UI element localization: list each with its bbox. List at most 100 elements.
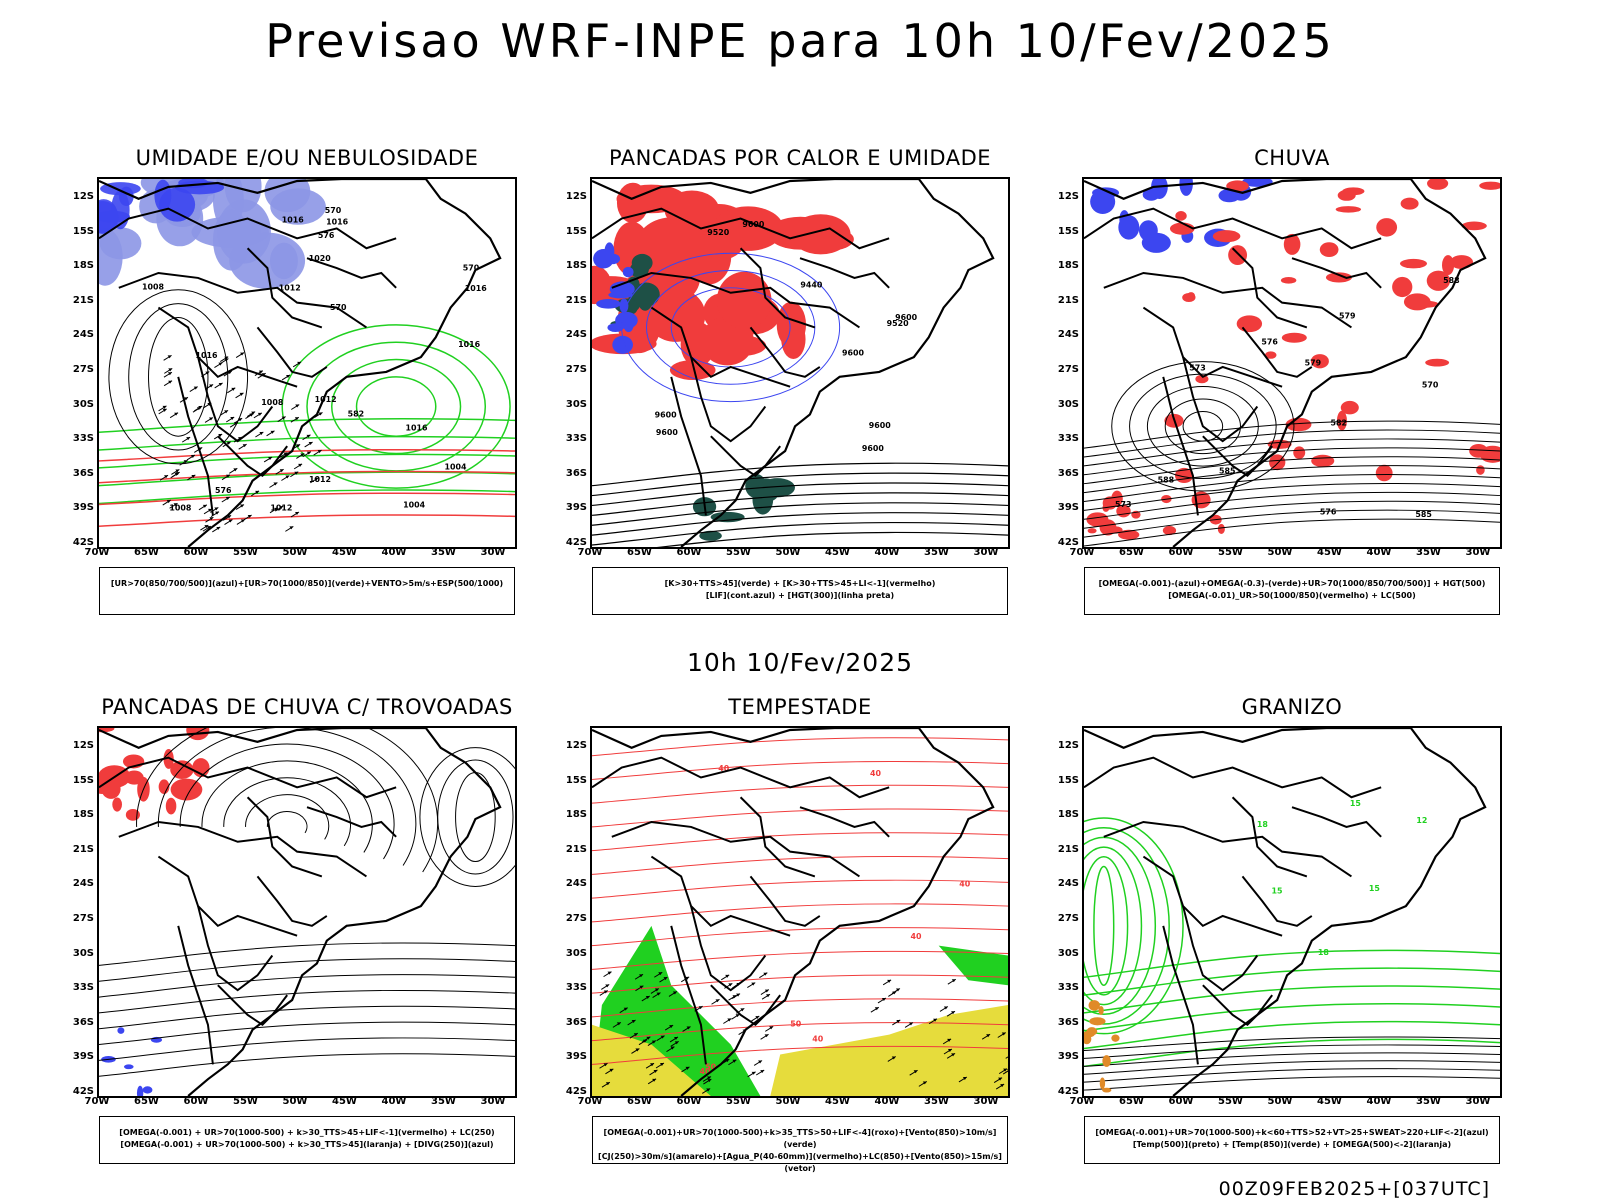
- y-tick-label: 27S: [1057, 364, 1079, 375]
- map-tempestade: 40 40 50 40 40 50 40 40: [590, 726, 1010, 1098]
- x-tick-label: 65W: [1119, 547, 1144, 558]
- border-line: [1241, 326, 1313, 378]
- contour-label: 1016: [458, 340, 481, 349]
- contour-label: 9600: [655, 410, 678, 419]
- x-tick-label: 45W: [1317, 547, 1342, 558]
- border-line: [739, 247, 816, 329]
- x-tick-label: 40W: [874, 547, 900, 558]
- contour-label: 1012: [270, 504, 292, 513]
- y-tick-label: 39S: [1057, 1051, 1079, 1063]
- contour-label: 9600: [656, 428, 679, 437]
- border-line: [1084, 756, 1382, 799]
- map-plot-trovoadas: [99, 728, 515, 1096]
- border-line: [177, 925, 214, 1065]
- y-tick-label: 39S: [565, 502, 587, 514]
- x-tick-label: 40W: [874, 1096, 900, 1107]
- contour-label: 576: [1261, 338, 1278, 347]
- contour-label: 576: [1320, 508, 1337, 517]
- y-tick-label: 15S: [565, 774, 587, 786]
- contour-label: 1016: [465, 284, 488, 293]
- x-tick-label: 40W: [1366, 1096, 1392, 1107]
- y-tick-label: 12S: [565, 740, 587, 751]
- border-line: [799, 257, 890, 289]
- model-run-label: 00Z09FEB2025+[037UTC]: [1218, 1178, 1490, 1200]
- y-tick-label: 30S: [72, 398, 94, 410]
- contour-label: 576: [215, 486, 232, 495]
- y-tick-label: 24S: [1057, 878, 1079, 890]
- border-line: [1142, 855, 1283, 937]
- border-line: [799, 806, 890, 838]
- y-tick-label: 21S: [72, 294, 94, 306]
- contour-label: 570: [325, 206, 342, 215]
- contour-label: 18: [1318, 948, 1330, 957]
- border-line: [118, 271, 367, 329]
- legend-line: [OMEGA(-0.001)+UR>70(1000-500)+k<60+TTS>…: [1095, 1128, 1489, 1137]
- x-tick-label: 50W: [282, 547, 308, 558]
- x-tick-label: 70W: [84, 1096, 110, 1107]
- y-tick-label: 42S: [72, 1086, 94, 1097]
- panel-title-umidade: UMIDADE E/OU NEBULOSIDADE: [135, 146, 479, 170]
- y-tick-label: 21S: [565, 843, 587, 855]
- y-tick-label: 33S: [1057, 982, 1079, 994]
- map-chuva: 588 588 585 585 582 579 576 573 570 579 576 573: [1082, 177, 1502, 549]
- x-tick-label: 60W: [1168, 1096, 1194, 1107]
- y-tick-label: 27S: [565, 364, 587, 375]
- x-tick-label: 55W: [726, 547, 751, 558]
- y-tick-label: 39S: [72, 1051, 94, 1063]
- border-line: [157, 855, 298, 937]
- legend-line: [LIF](cont.azul) + [HGT(300)](linha pret…: [705, 591, 895, 600]
- y-tick-label: 12S: [565, 191, 587, 202]
- map-plot-granizo: 15 15 18 15 18 12: [1084, 728, 1500, 1096]
- y-tick-label: 42S: [565, 1086, 587, 1097]
- x-tick-label: 55W: [233, 1096, 258, 1107]
- border-line: [246, 247, 323, 329]
- contour-label: 40: [959, 879, 971, 888]
- y-tick-label: 27S: [1057, 913, 1079, 924]
- x-tick-label: 45W: [825, 547, 850, 558]
- legend-chuva: [OMEGA(-0.001)-(azul)+OMEGA(-0.3)-(verde…: [1084, 567, 1500, 615]
- x-tick-label: 70W: [577, 1096, 603, 1107]
- border-line: [1231, 247, 1308, 329]
- y-tick-label: 33S: [72, 982, 94, 994]
- legend-line: [OMEGA(-0.01)_UR>50(1000/850)(vermelho) …: [1168, 591, 1416, 600]
- y-tick-label: 18S: [565, 809, 587, 821]
- y-tick-label: 42S: [1057, 537, 1079, 548]
- border-line: [1231, 796, 1308, 878]
- y-tick-label: 30S: [1057, 398, 1079, 410]
- map-granizo: 15 15 18 15 18 12: [1082, 726, 1502, 1098]
- contour-label: 15: [1369, 884, 1380, 893]
- x-tick-label: 65W: [134, 1096, 159, 1107]
- x-tick-label: 65W: [134, 547, 159, 558]
- y-tick-label: 42S: [1057, 1086, 1079, 1097]
- x-tick-label: 50W: [775, 547, 801, 558]
- border-line: [306, 257, 397, 289]
- border-line: [1103, 271, 1352, 329]
- x-tick-label: 40W: [381, 547, 407, 558]
- x-tick-label: 30W: [480, 1096, 506, 1107]
- y-tick-label: 39S: [1057, 502, 1079, 514]
- x-tick-label: 50W: [282, 1096, 308, 1107]
- contour-label: 1004: [403, 501, 426, 510]
- panel-title-granizo: GRANIZO: [1241, 695, 1343, 719]
- contour-label: 1012: [279, 284, 301, 293]
- legend-line: [OMEGA(-0.001)-(azul)+OMEGA(-0.3)-(verde…: [1098, 579, 1486, 588]
- y-tick-label: 15S: [1057, 774, 1079, 786]
- contour-label: 585: [1415, 510, 1432, 519]
- legend-line: [K>30+TTS>45](verde) + [K>30+TTS>45+LI<-…: [664, 579, 936, 588]
- x-tick-label: 45W: [332, 547, 357, 558]
- y-tick-label: 39S: [72, 502, 94, 514]
- x-tick-label: 60W: [1168, 547, 1194, 558]
- x-tick-label: 65W: [1119, 1096, 1144, 1107]
- y-tick-label: 21S: [1057, 294, 1079, 306]
- x-tick-label: 55W: [233, 547, 258, 558]
- border-line: [690, 356, 767, 443]
- border-line: [690, 905, 767, 992]
- legend-line: [Temp(500)](preto) + [Temp(850)](verde) …: [1132, 1140, 1452, 1149]
- contour-label: 588: [1443, 276, 1460, 285]
- border-line: [1202, 984, 1273, 1027]
- y-tick-label: 21S: [1057, 843, 1079, 855]
- map-pancadas-calor: 9600 9600 9600 9600 9600 9600 9520 9600 9520 9440: [590, 177, 1010, 549]
- border-line: [1202, 435, 1273, 478]
- y-tick-label: 27S: [565, 913, 587, 924]
- border-line: [710, 984, 781, 1027]
